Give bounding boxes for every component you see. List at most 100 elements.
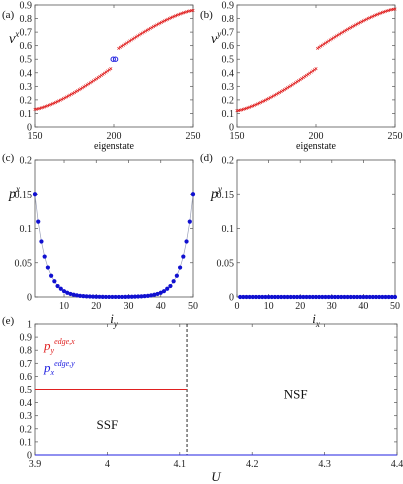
data-point: [90, 80, 94, 84]
data-point: [126, 294, 131, 299]
data-point: [303, 74, 307, 78]
y-tick-label: 0.05: [217, 258, 235, 269]
data-point: [289, 84, 293, 88]
x-tick-label: 250: [186, 131, 201, 142]
data-point: [88, 81, 92, 85]
y-tick-label: 0.3: [20, 82, 33, 93]
data-point: [259, 100, 263, 105]
data-point: [262, 99, 266, 103]
y-tick-label: 0.8: [20, 346, 33, 357]
data-point: [161, 20, 165, 24]
data-point: [330, 37, 334, 41]
data-point: [87, 82, 91, 86]
data-point: [168, 283, 173, 289]
x-tick-label: 3.9: [29, 459, 42, 470]
data-point: [292, 82, 296, 86]
data-point: [241, 294, 246, 300]
data-point: [338, 32, 342, 36]
data-point: [244, 294, 249, 300]
data-point: [113, 294, 118, 300]
data-point: [172, 14, 176, 18]
data-point: [288, 294, 293, 300]
y-axis-label-sup: y: [217, 184, 222, 194]
data-point: [96, 76, 100, 80]
data-point: [294, 294, 300, 300]
data-point: [353, 23, 358, 27]
data-point: [349, 25, 353, 30]
y-tick-label: 0.6: [20, 372, 33, 383]
y-tick-label: 0.7: [20, 28, 33, 39]
data-point: [116, 294, 121, 300]
data-point: [129, 294, 134, 299]
data-point: [158, 290, 163, 295]
data-point: [93, 78, 97, 82]
data-point: [134, 35, 138, 39]
data-point: [161, 289, 167, 294]
data-point: [81, 294, 86, 299]
data-point: [152, 292, 157, 297]
data-point: [145, 293, 150, 298]
data-point: [107, 294, 112, 300]
data-point: [334, 34, 339, 38]
data-point: [267, 96, 271, 101]
data-point: [140, 31, 144, 35]
x-tick-label: 150: [28, 131, 43, 142]
x-axis-label: U: [211, 469, 222, 484]
data-point: [281, 89, 285, 93]
data-point: [298, 78, 302, 82]
axes-frame: [34, 159, 194, 298]
legend-entry: pxedge,y: [43, 359, 75, 377]
y-tick-label: 0.6: [20, 41, 33, 52]
y-tick-label: 0.2: [20, 424, 33, 435]
data-point: [128, 39, 132, 43]
data-point: [300, 77, 304, 81]
data-point: [126, 40, 130, 44]
y-axis-label-sup: x: [15, 184, 20, 194]
data-point: [301, 75, 305, 80]
data-point: [110, 294, 115, 300]
data-point: [52, 101, 56, 105]
data-point: [77, 88, 81, 92]
x-tick-label: 50: [188, 301, 198, 312]
data-point: [49, 102, 53, 107]
data-point: [53, 100, 58, 104]
data-point: [260, 100, 264, 104]
data-point: [298, 294, 303, 300]
data-point: [301, 294, 306, 300]
y-tick-label: 0.15: [15, 190, 33, 201]
data-point: [50, 102, 54, 106]
data-point: [336, 33, 340, 37]
data-point: [287, 85, 291, 89]
data-point: [148, 26, 152, 30]
data-point: [139, 32, 143, 36]
data-point: [68, 291, 73, 297]
x-tick-label: 4.4: [391, 459, 403, 470]
data-point: [273, 93, 277, 97]
data-point: [304, 294, 309, 300]
data-point: [136, 34, 140, 38]
data-point: [148, 293, 154, 298]
data-point: [109, 67, 113, 71]
data-point: [317, 45, 321, 49]
x-tick-label: 4.2: [246, 459, 259, 470]
y-tick-label: 0: [27, 293, 32, 304]
data-point: [142, 294, 147, 299]
data-point: [329, 294, 334, 300]
data-point: [63, 96, 67, 100]
panel-label: (b): [200, 9, 213, 21]
y-tick-label: 0.9: [20, 1, 33, 12]
data-point: [84, 294, 89, 299]
y-tick-label: 0.5: [20, 385, 33, 396]
y-tick-label: 0.2: [20, 156, 33, 167]
data-point: [268, 96, 272, 100]
data-point: [155, 23, 159, 27]
data-point: [58, 286, 63, 291]
data-point: [118, 45, 122, 49]
x-tick-label: 4.3: [318, 459, 331, 470]
data-point: [368, 16, 372, 20]
y-tick-label: 0.7: [20, 359, 33, 370]
data-point: [82, 85, 86, 89]
panel-0-data: [33, 8, 195, 111]
data-point: [380, 294, 385, 300]
